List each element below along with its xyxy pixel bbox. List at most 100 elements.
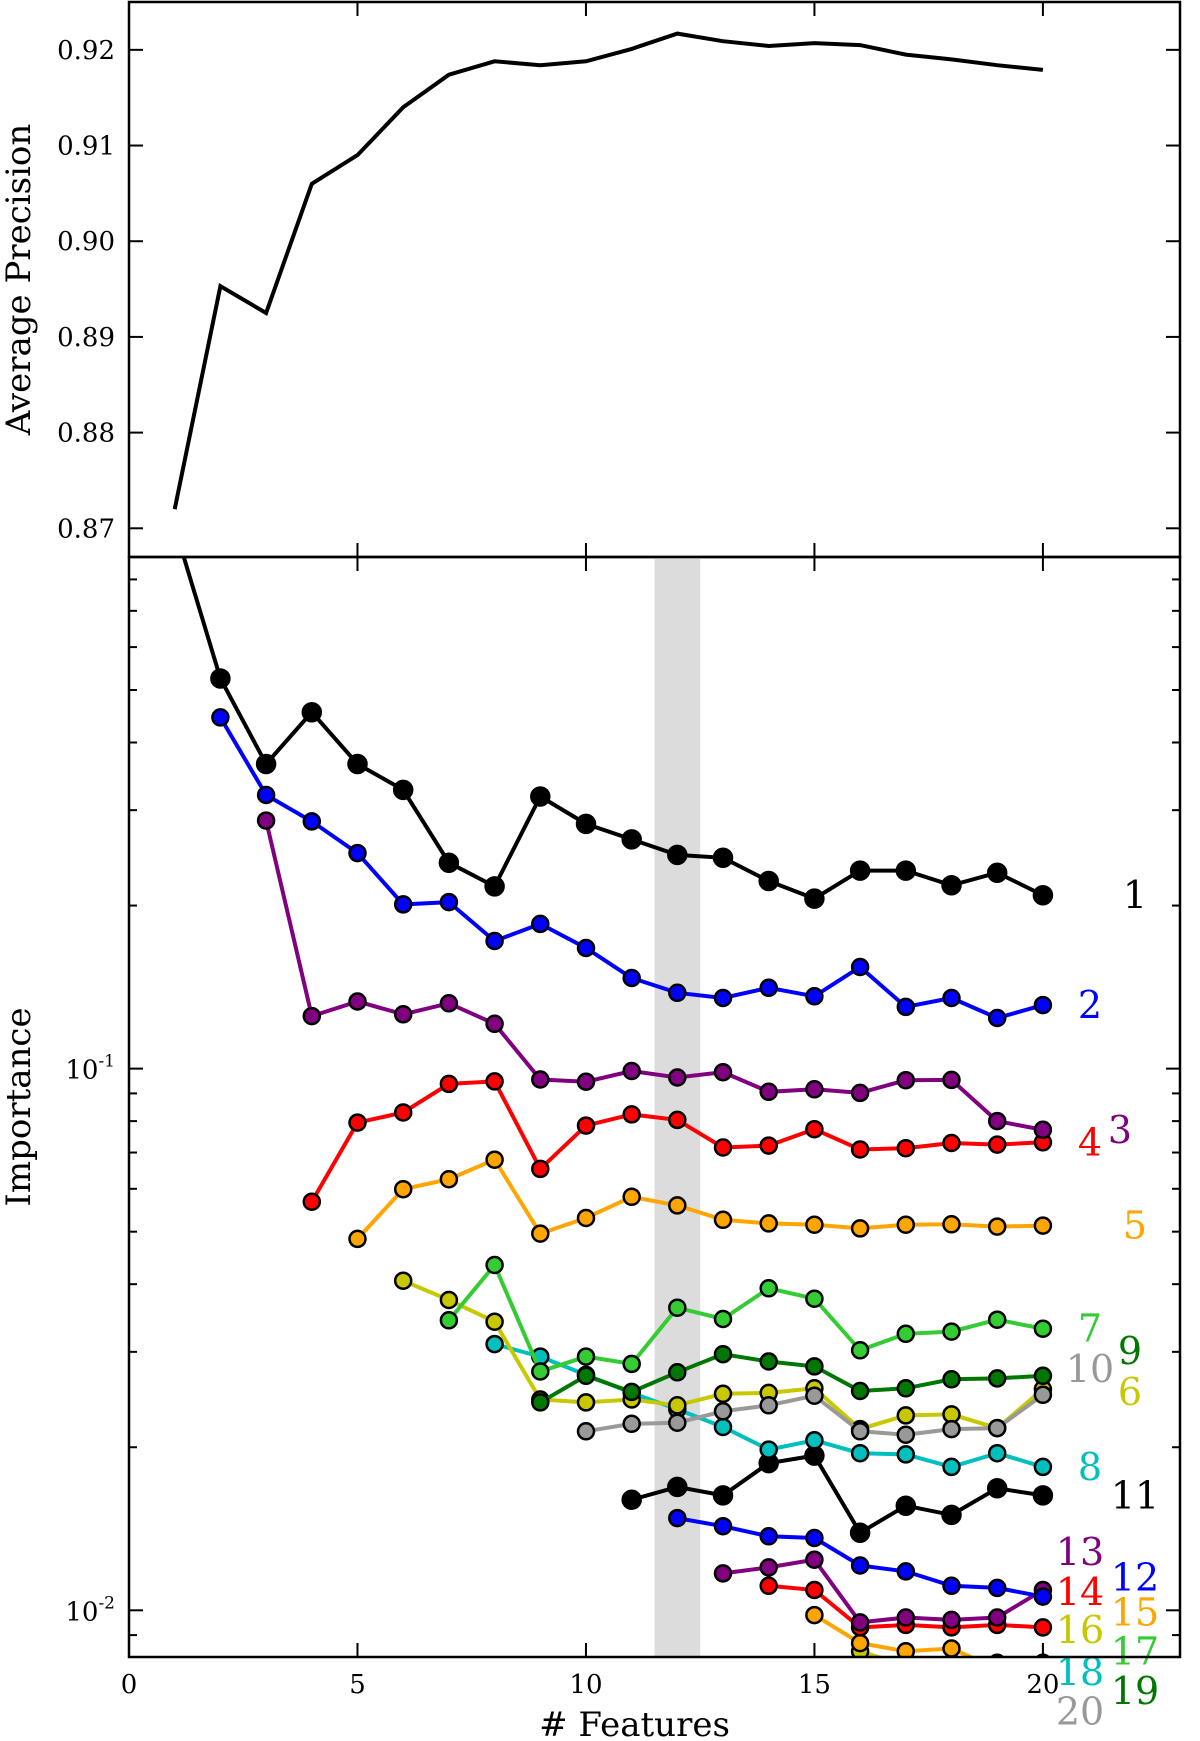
bottom-xtick-label: 15	[798, 1670, 831, 1700]
data-point	[622, 1105, 641, 1124]
data-point	[942, 1576, 961, 1596]
data-point	[713, 1516, 733, 1536]
data-point	[759, 1527, 778, 1546]
data-point	[622, 968, 641, 988]
data-point	[759, 1440, 778, 1459]
data-point	[531, 1070, 550, 1089]
series-2	[211, 708, 1053, 1028]
data-point	[850, 1422, 870, 1441]
data-point	[576, 1208, 596, 1228]
data-point	[1033, 1120, 1053, 1140]
data-point	[485, 1150, 504, 1169]
top-ytick-label: 0.92	[57, 36, 115, 66]
data-point	[944, 1664, 960, 1680]
data-point	[485, 1334, 504, 1354]
data-point	[902, 1656, 909, 1657]
series-5	[348, 1150, 1053, 1249]
data-point	[895, 860, 917, 881]
series-20	[1035, 1700, 1051, 1716]
data-point	[439, 1169, 459, 1189]
data-point	[485, 931, 504, 951]
data-point	[484, 876, 505, 897]
data-point	[942, 988, 961, 1008]
data-point	[530, 786, 551, 807]
data-point	[805, 1431, 824, 1450]
data-point	[849, 1522, 871, 1544]
top-ytick-label: 0.88	[57, 419, 115, 449]
series-label-13: 13	[1056, 1530, 1104, 1574]
bottom-xtick-label: 20	[1026, 1670, 1059, 1700]
data-point	[850, 1633, 870, 1653]
series-9	[531, 1344, 1053, 1412]
data-point	[668, 1508, 687, 1528]
series-label-9: 9	[1118, 1329, 1142, 1373]
data-point	[621, 1489, 642, 1510]
data-point	[576, 1347, 596, 1366]
data-point	[393, 1271, 413, 1290]
data-point	[942, 1215, 961, 1234]
series-label-19: 19	[1111, 1669, 1159, 1713]
data-point	[987, 1310, 1007, 1329]
bottom-ylabel: Importance	[0, 1007, 39, 1206]
data-point	[166, 518, 184, 536]
data-point	[210, 668, 231, 689]
data-point	[668, 1396, 687, 1415]
data-point	[713, 1309, 733, 1329]
data-point	[348, 992, 367, 1011]
data-point	[805, 1080, 824, 1099]
data-point	[668, 983, 687, 1003]
data-point	[439, 1290, 459, 1310]
data-point	[759, 1352, 778, 1371]
data-point	[667, 844, 688, 866]
data-point	[942, 1419, 961, 1439]
data-point	[622, 1061, 641, 1081]
data-point	[850, 1140, 870, 1159]
ytick-base: 10	[65, 1056, 98, 1086]
data-point	[987, 1578, 1007, 1598]
data-point	[576, 1393, 596, 1412]
data-point	[668, 1110, 687, 1130]
data-point	[713, 1384, 733, 1404]
top-ylabel: Average Precision	[0, 124, 39, 437]
data-point	[439, 1074, 459, 1094]
data-point	[576, 938, 596, 958]
data-point	[485, 1255, 504, 1275]
data-point	[348, 843, 367, 863]
data-point	[1033, 1216, 1053, 1235]
data-point	[668, 1363, 687, 1382]
bottom-ytick-label: 10-2	[65, 1593, 115, 1627]
data-point	[896, 1445, 916, 1464]
series-label-6: 6	[1118, 1370, 1142, 1414]
data-point	[713, 988, 733, 1008]
data-point	[256, 811, 276, 830]
series-label-15: 15	[1111, 1591, 1159, 1635]
series-line-17	[906, 1666, 1043, 1685]
data-point	[713, 1062, 733, 1082]
ytick-exponent: -2	[98, 1593, 115, 1613]
data-point	[896, 1215, 916, 1234]
series-line-5	[356, 1157, 1043, 1241]
data-point	[805, 1605, 824, 1625]
data-point	[850, 1219, 870, 1238]
bottom-xlabel: # Features	[539, 1705, 730, 1741]
ytick-base: 10	[65, 1597, 98, 1627]
data-point	[987, 1217, 1007, 1236]
series-label-10: 10	[1066, 1347, 1114, 1391]
data-point	[944, 1664, 960, 1680]
data-point	[1032, 884, 1054, 906]
data-point	[805, 1289, 824, 1308]
series-line-average-precision	[172, 31, 1044, 510]
data-point	[805, 1580, 824, 1600]
data-point	[896, 1642, 916, 1657]
data-point	[942, 1070, 961, 1090]
data-point	[987, 1111, 1007, 1131]
data-point	[576, 1072, 596, 1091]
data-point	[987, 1418, 1007, 1438]
data-point	[439, 892, 459, 912]
data-point	[1033, 1366, 1053, 1386]
data-point	[896, 1608, 916, 1627]
data-point	[301, 701, 323, 723]
series-label-14: 14	[1056, 1570, 1104, 1614]
data-point	[712, 847, 734, 869]
